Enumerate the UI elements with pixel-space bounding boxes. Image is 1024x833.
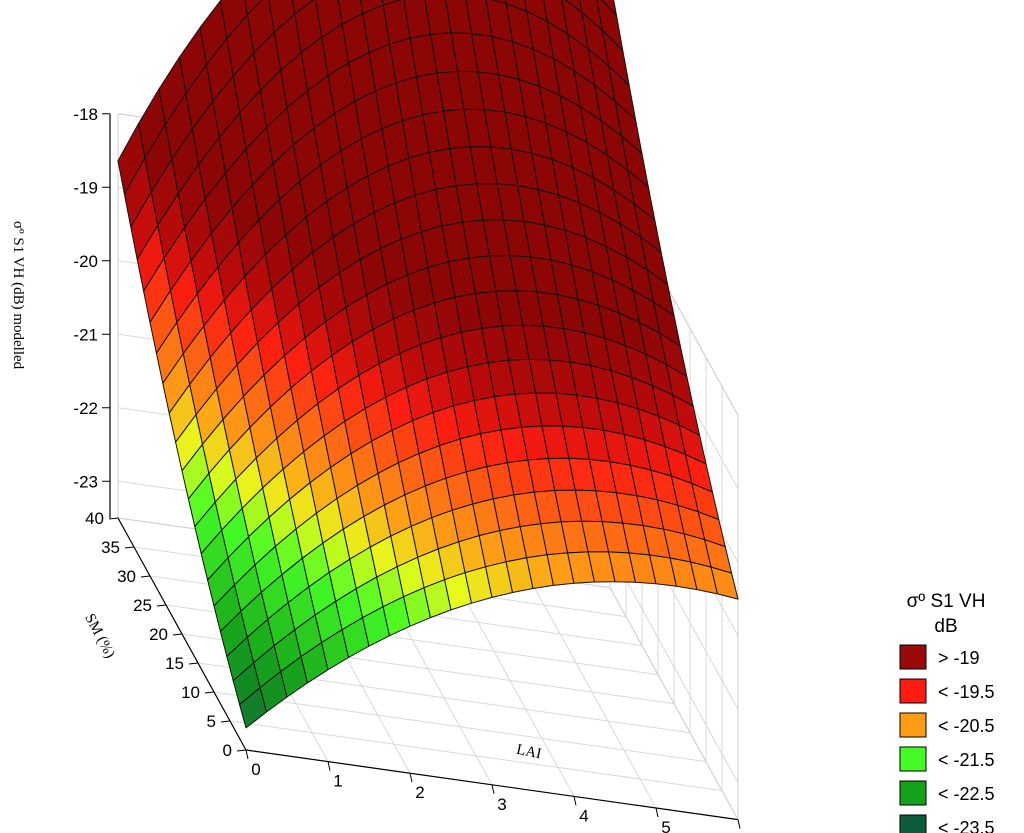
tick-labels: -18-19-20-21-22-230123456051015202530354… <box>73 105 752 833</box>
surface-mesh <box>117 0 739 729</box>
x-tick-label: 2 <box>415 783 424 802</box>
y-tick-label: 15 <box>165 654 184 673</box>
legend-swatch <box>899 644 927 670</box>
y-tick-label: 40 <box>85 509 104 528</box>
side-wall-gridline <box>609 550 739 784</box>
y-tick-label: 25 <box>133 596 152 615</box>
legend-title-line2: dB <box>934 616 957 637</box>
y-tick-mark <box>236 749 247 752</box>
x-tick-mark <box>655 807 659 818</box>
z-tick-label: -22 <box>73 399 98 418</box>
x-tick-label: 3 <box>497 795 506 814</box>
z-tick-label: -23 <box>73 472 98 491</box>
surface-cell <box>710 566 739 600</box>
y-tick-mark <box>172 633 183 636</box>
legend-label: > -19 <box>938 648 980 668</box>
z-tick-label: -21 <box>73 325 98 344</box>
z-tick-label: -18 <box>73 105 98 124</box>
y-axis-title: SM (%) <box>81 611 118 661</box>
y-tick-mark <box>220 720 231 723</box>
y-tick-label: 10 <box>181 683 200 702</box>
legend-swatch <box>899 678 927 704</box>
x-tick-label: 1 <box>333 772 342 791</box>
legend-label: < -20.5 <box>938 716 995 736</box>
x-tick-mark <box>327 761 331 771</box>
x-axis-title: LAI <box>515 742 543 763</box>
x-tick-label: 4 <box>579 806 588 825</box>
floor-gridline <box>213 691 707 763</box>
x-tick-mark <box>737 819 741 829</box>
y-tick-mark <box>140 575 151 578</box>
z-tick-label: -19 <box>73 178 98 197</box>
legend-swatch <box>899 746 927 772</box>
y-tick-mark <box>188 662 199 665</box>
y-tick-label: 0 <box>223 741 232 760</box>
y-tick-mark <box>108 517 119 520</box>
x-tick-mark <box>491 784 495 794</box>
x-tick-label: 5 <box>661 818 670 833</box>
legend: σº S1 VH dB > -19 < -19.5 < -20.5 < -21.5 < … <box>899 591 995 833</box>
x-tick-label: 0 <box>251 760 260 779</box>
x-tick-mark <box>245 749 249 760</box>
legend-swatch <box>899 780 927 806</box>
x-tick-label: 6 <box>743 830 752 833</box>
legend-swatch <box>899 814 927 833</box>
x-tick-mark <box>409 773 413 783</box>
y-tick-label: 30 <box>117 567 136 586</box>
z-tick-label: -20 <box>73 252 98 271</box>
legend-label: < -23.5 <box>938 818 995 833</box>
y-tick-mark <box>156 604 167 607</box>
legend-label: < -19.5 <box>938 682 995 702</box>
x-tick-mark <box>573 796 577 806</box>
floor-gridline <box>229 720 723 792</box>
legend-swatch <box>899 712 927 738</box>
box-edge <box>609 587 739 820</box>
y-tick-label: 5 <box>207 712 216 731</box>
y-tick-mark <box>204 691 215 694</box>
legend-label: < -22.5 <box>938 784 995 804</box>
legend-label: < -21.5 <box>938 750 995 770</box>
y-tick-mark <box>124 546 135 549</box>
legend-title-line1: σº S1 VH <box>907 591 986 612</box>
z-axis-title: σº S1 VH (dB) modelled <box>10 221 26 370</box>
y-tick-label: 35 <box>101 538 120 557</box>
y-tick-label: 20 <box>149 625 168 644</box>
